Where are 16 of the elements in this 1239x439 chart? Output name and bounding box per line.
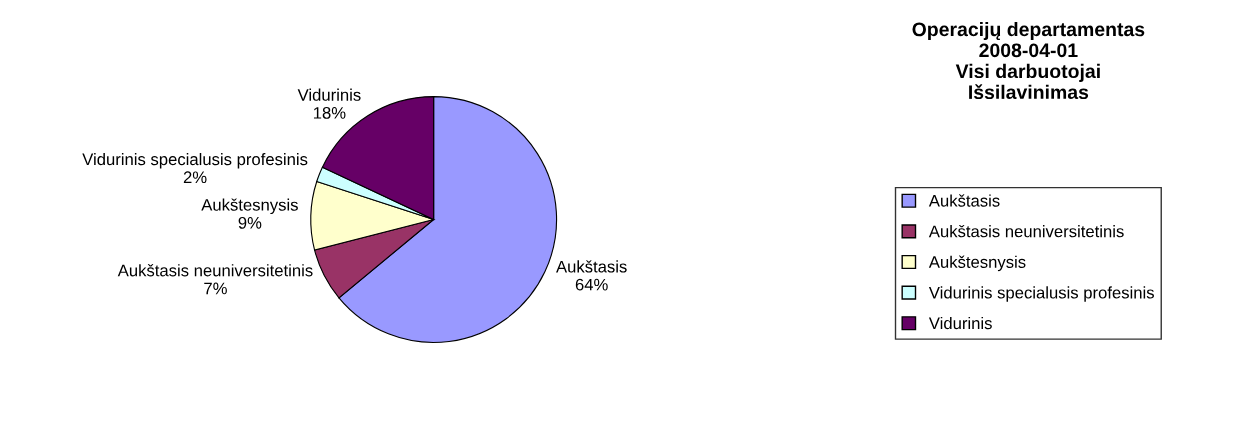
legend-label: Aukštasis	[928, 194, 1000, 207]
data-label: 64%	[575, 278, 608, 291]
slice-label: Aukštasis neuniversitetinis	[117, 264, 313, 277]
data-label: 9%	[238, 216, 262, 229]
legend-label: Aukštasis neuniversitetinis	[928, 225, 1124, 238]
slice-label: Vidurinis specialusis profesinis	[82, 152, 308, 169]
legend-label: Aukštesnysis	[928, 255, 1026, 272]
data-label: 2%	[183, 171, 207, 184]
legend-label: Vidurinis	[928, 316, 992, 330]
slice-label: Aukštesnysis	[201, 198, 298, 215]
slice-label: Aukštasis	[556, 260, 627, 273]
chart-title: Operacijų departamentas 2008-04-01 Visi darbuotojai Išsilavinimas	[912, 21, 1145, 100]
data-label: 18%	[313, 106, 346, 119]
data-label: 7%	[204, 282, 227, 295]
slice-label: Vidurinis	[297, 88, 361, 101]
legend-label: Vidurinis specialusis profesinis	[928, 286, 1154, 302]
